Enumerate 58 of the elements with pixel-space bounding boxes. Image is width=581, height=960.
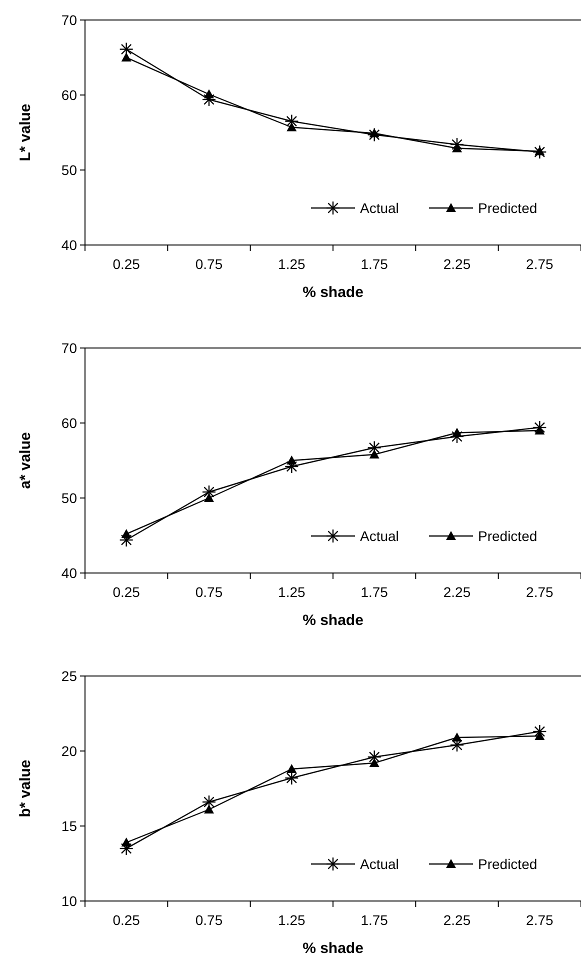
y-axis-title: a* value bbox=[17, 432, 34, 489]
point bbox=[286, 122, 297, 132]
x-tick-label: 1.75 bbox=[360, 256, 388, 272]
point bbox=[452, 428, 462, 437]
y-tick-label: 40 bbox=[61, 564, 78, 581]
legend-label: Actual bbox=[360, 528, 399, 544]
y-tick-label: 50 bbox=[61, 162, 78, 178]
point bbox=[204, 804, 214, 814]
x-tick-label: 2.75 bbox=[526, 584, 554, 600]
x-tick-label: 1.25 bbox=[278, 912, 306, 928]
x-axis-title: % shade bbox=[302, 284, 364, 301]
y-tick-label: 70 bbox=[61, 12, 78, 28]
x-tick-label: 2.25 bbox=[443, 912, 471, 928]
y-tick-label: 25 bbox=[61, 668, 78, 684]
y-tick-label: 20 bbox=[61, 742, 78, 759]
x-tick-label: 2.25 bbox=[443, 256, 471, 272]
y-axis-title: b* value bbox=[17, 760, 34, 818]
point bbox=[369, 758, 380, 767]
legend-label: Actual bbox=[360, 200, 399, 216]
point bbox=[204, 493, 214, 502]
y-tick-label: 60 bbox=[61, 414, 78, 431]
point bbox=[286, 764, 297, 773]
x-tick-label: 0.25 bbox=[112, 912, 140, 928]
x-tick-label: 1.25 bbox=[278, 584, 306, 600]
x-tick-label: 0.75 bbox=[195, 912, 223, 928]
point bbox=[204, 89, 214, 98]
y-tick-label: 70 bbox=[61, 340, 78, 356]
x-tick-label: 2.25 bbox=[443, 584, 471, 600]
x-tick-label: 0.75 bbox=[195, 584, 223, 600]
point bbox=[369, 450, 380, 458]
point bbox=[369, 128, 380, 138]
point bbox=[121, 529, 132, 538]
point bbox=[534, 731, 545, 740]
legend-label: Actual bbox=[360, 856, 399, 872]
x-axis-title: % shade bbox=[302, 612, 364, 629]
y-tick-label: 15 bbox=[61, 818, 78, 834]
x-tick-label: 0.25 bbox=[112, 584, 140, 600]
x-axis-title: % shade bbox=[302, 940, 364, 957]
point bbox=[534, 426, 545, 434]
y-axis-title: L* value bbox=[17, 104, 34, 162]
point bbox=[286, 456, 297, 464]
x-tick-label: 0.75 bbox=[195, 256, 223, 272]
x-tick-label: 2.75 bbox=[526, 256, 554, 272]
y-tick-label: 40 bbox=[61, 236, 78, 253]
legend-label: Predicted bbox=[478, 528, 538, 544]
point bbox=[121, 838, 132, 846]
x-tick-label: 0.25 bbox=[112, 256, 140, 272]
legend-label: Predicted bbox=[478, 200, 538, 216]
y-tick-label: 60 bbox=[61, 86, 78, 103]
y-tick-label: 10 bbox=[61, 892, 78, 909]
y-tick-label: 50 bbox=[61, 490, 78, 506]
x-tick-label: 1.75 bbox=[360, 584, 388, 600]
x-tick-label: 1.75 bbox=[360, 912, 388, 928]
x-tick-label: 1.25 bbox=[278, 256, 306, 272]
point bbox=[121, 52, 132, 62]
point bbox=[452, 732, 462, 742]
legend-label: Predicted bbox=[478, 856, 538, 872]
x-tick-label: 2.75 bbox=[526, 912, 554, 928]
